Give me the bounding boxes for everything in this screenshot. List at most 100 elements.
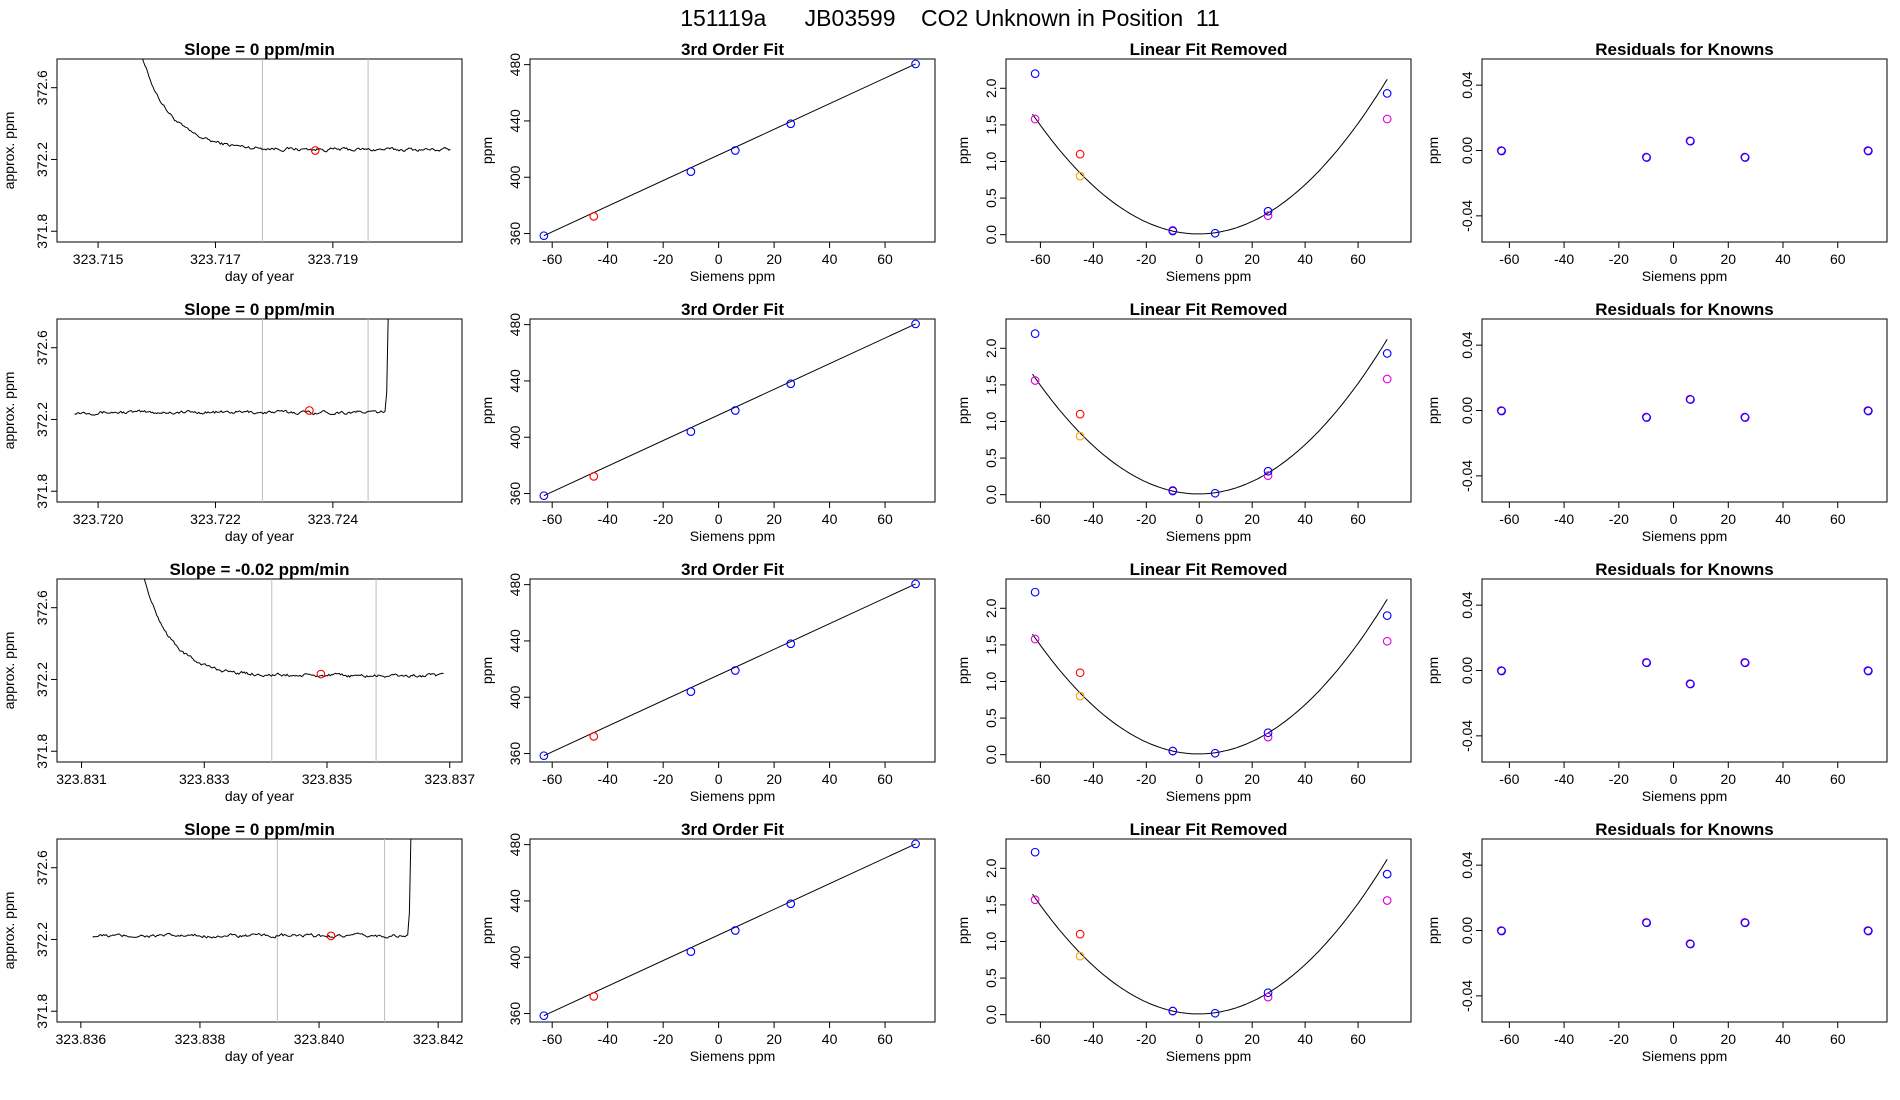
fit-line bbox=[543, 63, 916, 237]
unknown-point bbox=[589, 732, 599, 741]
y-tick-label: 372.2 bbox=[34, 922, 50, 957]
y-tick-label: 0.5 bbox=[983, 448, 999, 468]
y-axis-label: ppm bbox=[479, 917, 495, 944]
time-series-panel: Slope = 0 ppm/min 323.720 323.722 323.724 da… bbox=[1, 300, 463, 544]
x-tick-label: 40 bbox=[1775, 1031, 1791, 1047]
y-tick-label: 1.0 bbox=[983, 412, 999, 432]
x-tick-label: 0 bbox=[1195, 251, 1203, 267]
fit-line bbox=[543, 843, 916, 1017]
panel-title: Residuals for Knowns bbox=[1595, 820, 1774, 839]
x-tick-label: 40 bbox=[1297, 771, 1313, 787]
x-tick-label: 20 bbox=[1244, 251, 1260, 267]
x-tick-label: 60 bbox=[1830, 251, 1846, 267]
standard-point bbox=[1382, 349, 1392, 358]
residual-point bbox=[1740, 658, 1750, 668]
linear-removed-panel: Linear Fit Removed -60 -40 -20 0 20 40 60 Siemen… bbox=[955, 300, 1412, 544]
standard-point bbox=[911, 319, 920, 329]
alt-point bbox=[1030, 376, 1040, 385]
panel-title: 3rd Order Fit bbox=[681, 820, 784, 839]
standard-point bbox=[730, 926, 740, 935]
x-tick-label: 40 bbox=[1775, 511, 1791, 527]
y-axis: 0.0 0.5 1.0 1.5 2.0 bbox=[983, 78, 1006, 244]
x-axis: 323.720 323.722 323.724 bbox=[73, 502, 358, 527]
x-axis: -60 -40 -20 0 20 40 60 bbox=[1499, 1022, 1846, 1047]
plot-frame bbox=[56, 578, 463, 763]
panel-title: Slope = 0 ppm/min bbox=[184, 820, 335, 839]
standard-point bbox=[911, 839, 920, 849]
x-tick-label: 40 bbox=[822, 251, 838, 267]
x-tick-label: 20 bbox=[1720, 511, 1736, 527]
x-tick-label: 20 bbox=[766, 771, 782, 787]
panel-title: 3rd Order Fit bbox=[681, 40, 784, 59]
x-tick-label: 323.835 bbox=[302, 771, 353, 787]
y-tick-label: 1.0 bbox=[983, 932, 999, 952]
x-tick-label: -60 bbox=[1030, 251, 1050, 267]
standard-point bbox=[1168, 1006, 1178, 1016]
panel-title: Linear Fit Removed bbox=[1130, 300, 1288, 319]
standard-point bbox=[1210, 228, 1220, 238]
x-axis: 323.715 323.717 323.719 bbox=[73, 242, 358, 267]
x-tick-label: -60 bbox=[1030, 771, 1050, 787]
alt-point bbox=[1030, 895, 1040, 905]
y-tick-label: 0.00 bbox=[1459, 137, 1475, 164]
x-axis-label: Siemens ppm bbox=[1642, 268, 1728, 284]
x-tick-label: -40 bbox=[598, 511, 618, 527]
y-tick-label: 0.0 bbox=[983, 1005, 999, 1025]
quadratic-curve bbox=[1032, 859, 1388, 1015]
trace-group bbox=[92, 839, 412, 1022]
standard-point bbox=[539, 231, 549, 241]
plot-frame bbox=[529, 838, 936, 1023]
row-1: Slope = 0 ppm/min 323.715 323.717 323.719 da… bbox=[1, 40, 1888, 284]
y-tick-label: -0.04 bbox=[1459, 980, 1475, 1012]
alt-point bbox=[1382, 896, 1392, 905]
x-tick-label: 60 bbox=[1350, 511, 1366, 527]
ppm-trace bbox=[143, 579, 444, 679]
standard-point bbox=[1168, 486, 1178, 496]
unknown-point bbox=[1075, 149, 1085, 159]
residual-point bbox=[1686, 395, 1695, 404]
page-title: 151119a JB03599 CO2 Unknown in Position … bbox=[680, 5, 1220, 31]
x-axis-label: Siemens ppm bbox=[1642, 528, 1728, 544]
x-tick-label: 60 bbox=[1830, 771, 1846, 787]
residual-point bbox=[1497, 406, 1507, 416]
plot-frame bbox=[529, 578, 936, 763]
plot-frame bbox=[1005, 318, 1412, 503]
plot-frame bbox=[1005, 578, 1412, 763]
x-tick-label: 60 bbox=[1350, 251, 1366, 267]
panel-title: Linear Fit Removed bbox=[1130, 820, 1288, 839]
x-tick-label: 323.720 bbox=[73, 511, 124, 527]
residual-point bbox=[1642, 413, 1652, 422]
panel-title: Linear Fit Removed bbox=[1130, 560, 1288, 579]
x-axis-label: day of year bbox=[225, 1048, 295, 1064]
x-tick-label: -40 bbox=[1554, 771, 1574, 787]
x-tick-label: 20 bbox=[1720, 771, 1736, 787]
residual-point bbox=[1497, 146, 1507, 156]
y-tick-label: 400 bbox=[507, 685, 523, 709]
trace-group bbox=[143, 579, 444, 762]
standard-point bbox=[730, 406, 740, 415]
x-tick-label: 0 bbox=[715, 1031, 723, 1047]
x-axis-label: Siemens ppm bbox=[1166, 788, 1252, 804]
standard-point bbox=[1168, 226, 1178, 236]
x-tick-label: 60 bbox=[1350, 1031, 1366, 1047]
x-axis-label: Siemens ppm bbox=[690, 788, 776, 804]
x-axis-label: Siemens ppm bbox=[1166, 528, 1252, 544]
standard-point bbox=[1263, 988, 1273, 998]
standard-point bbox=[686, 427, 696, 436]
standard-point bbox=[786, 379, 796, 389]
x-tick-label: 40 bbox=[1297, 251, 1313, 267]
standard-point bbox=[1382, 89, 1392, 98]
y-tick-label: 360 bbox=[507, 1002, 523, 1026]
x-tick-label: 323.837 bbox=[424, 771, 475, 787]
y-tick-label: 2.0 bbox=[983, 78, 999, 98]
x-tick-label: 60 bbox=[1830, 1031, 1846, 1047]
linear-removed-panel: Linear Fit Removed -60 -40 -20 0 20 40 60 Siemen… bbox=[955, 40, 1412, 284]
residual-point bbox=[1642, 918, 1652, 928]
y-tick-label: 1.0 bbox=[983, 672, 999, 692]
residual-point bbox=[1863, 926, 1873, 936]
quadratic-curve bbox=[1032, 339, 1388, 495]
y-tick-label: 372.6 bbox=[34, 70, 50, 105]
x-axis-label: Siemens ppm bbox=[690, 268, 776, 284]
residual-point bbox=[1740, 918, 1750, 928]
y-tick-label: 2.0 bbox=[983, 598, 999, 618]
